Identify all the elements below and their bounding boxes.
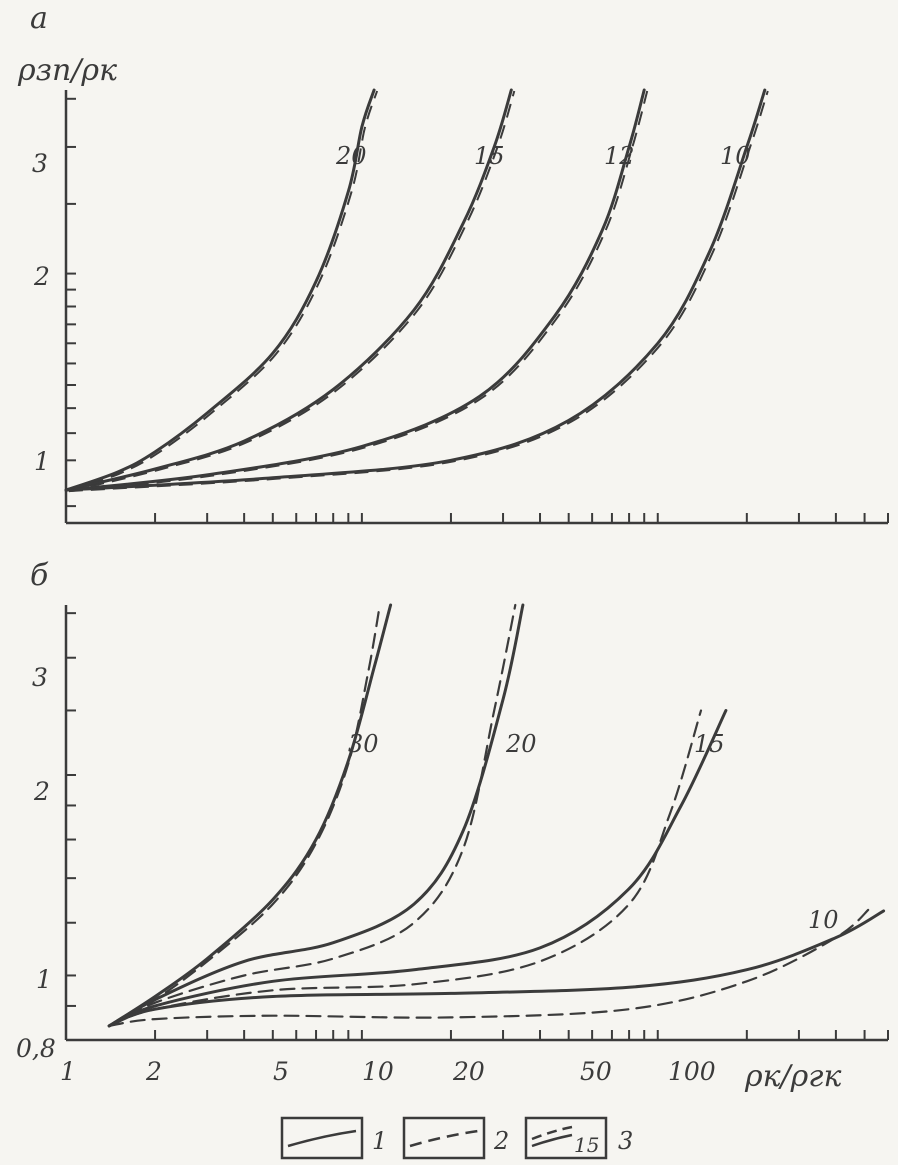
panel-a-curve-10-dashed	[68, 90, 769, 493]
panel-b-curves	[107, 603, 886, 1028]
panel-b-x-ticks	[154, 1030, 889, 1040]
panel-a-curve-label-20: 20	[335, 142, 367, 170]
legend-item-1: 1	[280, 1116, 387, 1160]
panel-b-curve-label-20: 20	[505, 730, 537, 758]
panel-a-curves	[64, 88, 769, 493]
panel-b-curve-15-dashed	[108, 709, 703, 1027]
legend-number-2: 2	[493, 1127, 509, 1155]
legend-swatch-solid	[287, 1129, 357, 1148]
panel-b-ytick-label-2: 2	[33, 777, 50, 806]
panel-a-y-axis-label: ρзп/ρк	[17, 53, 117, 88]
panel-a-letter: а	[30, 1, 48, 36]
legend-box-1	[280, 1116, 364, 1160]
legend-box-3	[524, 1116, 608, 1160]
panel-a-ytick-label-1: 1	[34, 447, 50, 476]
panel-b-xtick-label-50: 50	[580, 1057, 612, 1086]
panel-b: б 0,8 1 2 3 1 2 5 10 20 50 100 ρк/ρгк 30…	[16, 558, 889, 1094]
panel-b-y-ticks	[66, 612, 76, 1041]
legend-box-2	[402, 1116, 486, 1160]
legend-number-3: 3	[618, 1127, 633, 1155]
panel-a-y-ticks	[66, 97, 76, 508]
panel-a-curve-20-solid	[64, 88, 376, 492]
panel-a-curve-12-solid	[64, 88, 646, 492]
panel-b-xtick-label-100: 100	[668, 1057, 716, 1086]
panel-b-curve-label-15: 15	[694, 730, 725, 758]
panel-b-xtick-label-10: 10	[362, 1057, 394, 1086]
panel-a-curve-20-dashed	[68, 90, 379, 493]
panel-a-curve-label-10: 10	[720, 142, 751, 170]
legend: 1 2 15 3	[280, 1116, 633, 1160]
panel-b-xtick-label-2: 2	[145, 1057, 162, 1086]
legend-swatch-dashed	[409, 1129, 479, 1148]
panel-a-curve-12-dashed	[68, 90, 649, 493]
panel-b-curve-label-30: 30	[348, 730, 379, 758]
panel-a-curve-label-15: 15	[474, 142, 505, 170]
panel-a-curve-15-dashed	[68, 90, 516, 493]
legend-item-3: 15 3	[524, 1116, 633, 1160]
panel-a-ytick-label-2: 2	[33, 262, 50, 291]
panel-b-x-axis-label: ρк/ρгк	[744, 1059, 841, 1094]
legend-swatch-solid-3	[531, 1133, 573, 1148]
panel-a-ytick-label-3: 3	[32, 149, 48, 178]
legend-swatch-dashed-3	[531, 1125, 573, 1141]
panel-b-curve-30-solid	[107, 603, 393, 1028]
legend-inner-label-15: 15	[574, 1133, 599, 1157]
panel-b-curve-30-dashed	[108, 603, 381, 1027]
panel-b-xtick-label-5: 5	[273, 1057, 289, 1086]
panel-b-curve-label-10: 10	[808, 906, 839, 934]
panel-b-ytick-label-0.8: 0,8	[16, 1034, 56, 1063]
panel-b-ytick-label-1: 1	[36, 965, 52, 994]
legend-item-2: 2	[402, 1116, 509, 1160]
legend-number-1: 1	[372, 1127, 387, 1155]
panel-a: а ρзп/ρк 1 2 3 20 15 12 10	[17, 1, 889, 525]
panel-a-curve-10-solid	[64, 88, 767, 492]
panel-b-curve-20-dashed	[108, 603, 517, 1027]
panel-b-ytick-label-3: 3	[32, 663, 48, 692]
panel-a-curve-label-12: 12	[604, 142, 635, 170]
panel-b-curve-10-solid	[107, 909, 886, 1028]
panel-a-x-ticks	[154, 513, 889, 523]
panel-b-xtick-label-20: 20	[452, 1057, 485, 1086]
panel-a-curve-15-solid	[64, 88, 513, 492]
panel-b-curve-10-dashed	[108, 907, 871, 1027]
panel-b-xtick-label-1: 1	[60, 1057, 76, 1086]
panel-b-curve-15-solid	[107, 709, 728, 1028]
panel-b-curve-20-solid	[107, 603, 525, 1028]
panel-b-letter: б	[30, 558, 49, 593]
